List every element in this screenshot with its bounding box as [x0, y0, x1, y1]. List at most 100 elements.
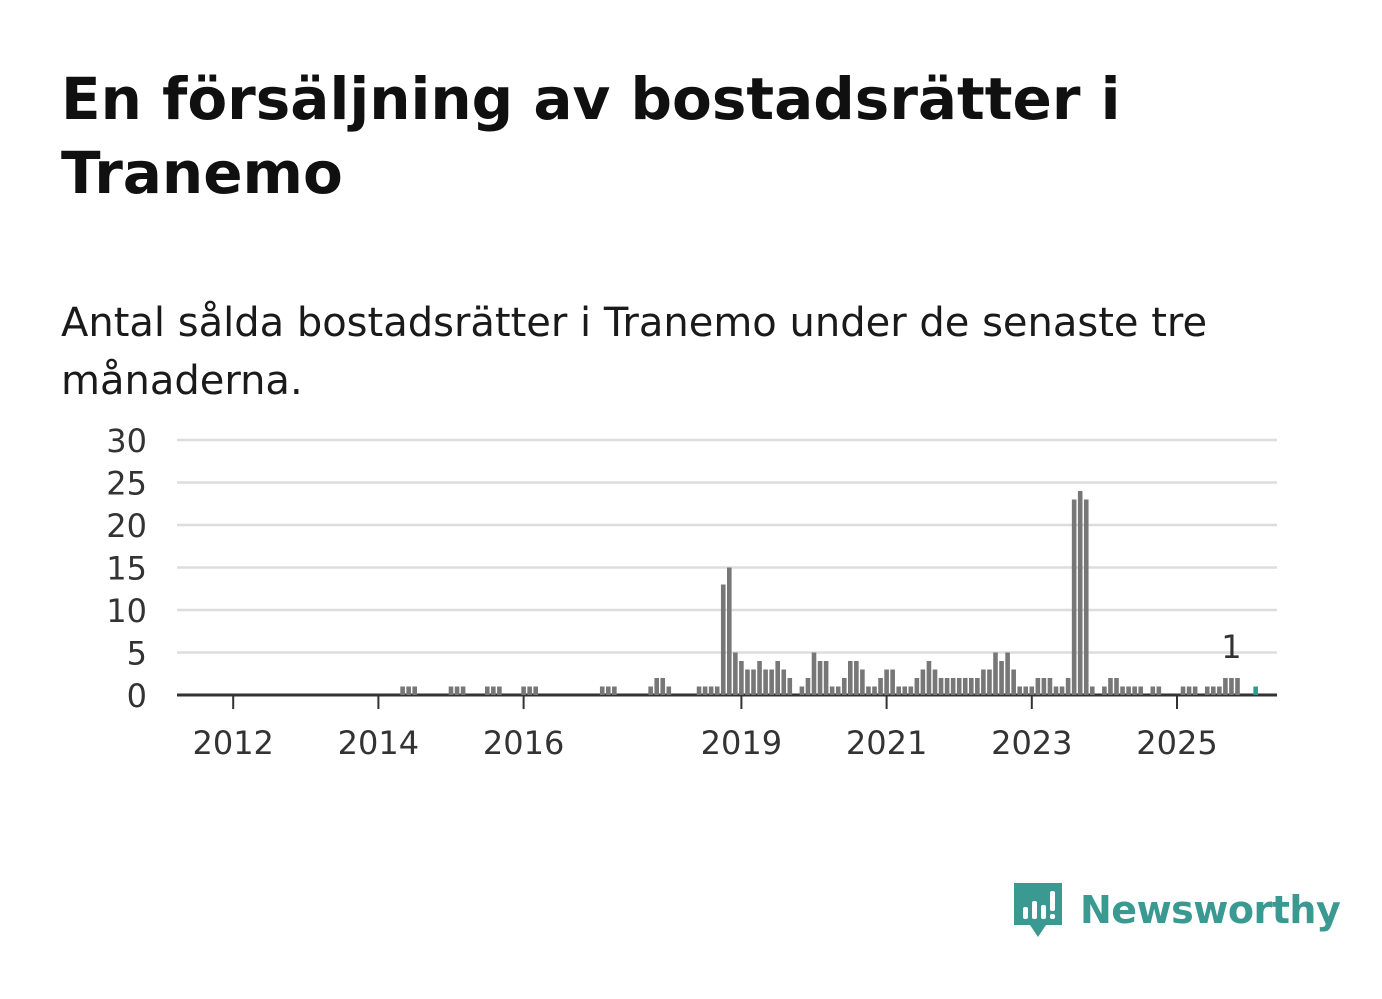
bar: [1156, 686, 1162, 695]
x-tick-label: 2023: [991, 724, 1072, 762]
bar: [890, 669, 895, 695]
bar: [612, 686, 617, 695]
y-tick-label: 10: [106, 592, 147, 630]
x-tick-label: 2016: [483, 724, 564, 762]
bar: [727, 567, 732, 695]
bar: [841, 678, 847, 695]
bar: [521, 686, 526, 695]
bar: [987, 669, 992, 695]
chart-subtitle: Antal sålda bostadsrätter i Tranemo unde…: [61, 300, 1208, 404]
bar: [1077, 491, 1083, 695]
bar: [1035, 678, 1041, 695]
bar: [817, 661, 823, 695]
y-tick-label: 0: [127, 677, 147, 715]
bar: [962, 678, 968, 695]
bar: [829, 686, 835, 695]
bar: [805, 678, 811, 695]
bar: [702, 686, 708, 695]
bar: [811, 652, 817, 695]
bar: [860, 669, 865, 695]
x-tick-label: 2012: [192, 724, 273, 762]
bar: [854, 661, 859, 695]
bar: [763, 669, 768, 695]
bar: [1211, 686, 1216, 695]
bar: [1108, 678, 1113, 695]
newsworthy-logo-text: Newsworthy: [1080, 888, 1341, 932]
bar: [878, 678, 883, 695]
x-tick-label: 2014: [338, 724, 419, 762]
y-tick-label: 15: [106, 550, 147, 588]
bar: [1065, 678, 1071, 695]
x-tick-label: 2019: [701, 724, 782, 762]
bar: [848, 661, 853, 695]
bar: [1223, 678, 1228, 695]
newsworthy-logo-icon: [1014, 883, 1062, 937]
bar: [599, 686, 605, 695]
bar: [1138, 686, 1143, 695]
bar: [896, 686, 901, 695]
bar: [739, 661, 744, 695]
bar: [920, 669, 926, 695]
bar: [412, 686, 417, 695]
bar: [1180, 686, 1186, 695]
bar: [708, 686, 714, 695]
bar: [769, 669, 774, 695]
x-tick-label: 2025: [1136, 724, 1217, 762]
bar: [497, 686, 502, 695]
bar: [926, 661, 932, 695]
y-tick-label: 20: [106, 507, 147, 545]
bar: [1102, 686, 1107, 695]
y-tick-label: 30: [106, 422, 147, 460]
bar: [696, 686, 702, 695]
bar: [1132, 686, 1137, 695]
bar: [648, 686, 653, 695]
bar: [1192, 686, 1198, 695]
bar: [775, 661, 780, 695]
bar: [914, 678, 920, 695]
bar: [654, 678, 659, 695]
bar: [787, 678, 793, 695]
bar: [938, 678, 944, 695]
bar: [1011, 669, 1016, 695]
bar: [835, 686, 841, 695]
y-tick-label: 5: [127, 635, 147, 673]
bar: [956, 678, 962, 695]
bar: [1071, 499, 1077, 695]
bar: [400, 686, 405, 695]
x-tick-label: 2021: [846, 724, 927, 762]
bar: [606, 686, 611, 695]
bar: [460, 686, 466, 695]
bar: [902, 686, 908, 695]
bar: [1204, 686, 1210, 695]
bar: [1005, 652, 1010, 695]
bar: [866, 686, 871, 695]
bar: [823, 661, 829, 695]
bar: [1235, 678, 1240, 695]
bar: [969, 678, 974, 695]
bar: [666, 686, 672, 695]
bar: [884, 669, 889, 695]
bar: [1126, 686, 1131, 695]
bar: [1114, 678, 1119, 695]
bar: [1120, 686, 1125, 695]
y-tick-label: 25: [106, 465, 147, 503]
bar: [1023, 686, 1029, 695]
bar: [1090, 686, 1095, 695]
bar: [1217, 686, 1222, 695]
bar: [1017, 686, 1022, 695]
bar: [993, 652, 998, 695]
bar: [751, 669, 756, 695]
bar: [1041, 678, 1047, 695]
bar: [454, 686, 460, 695]
bar: [448, 686, 454, 695]
bar: [491, 686, 496, 695]
bar: [485, 686, 490, 695]
bar: [908, 686, 914, 695]
bar: [1047, 678, 1053, 695]
bar: [533, 686, 538, 695]
bar: [1150, 686, 1156, 695]
bar: [1229, 678, 1234, 695]
bar: [950, 678, 956, 695]
bar: [757, 661, 762, 695]
